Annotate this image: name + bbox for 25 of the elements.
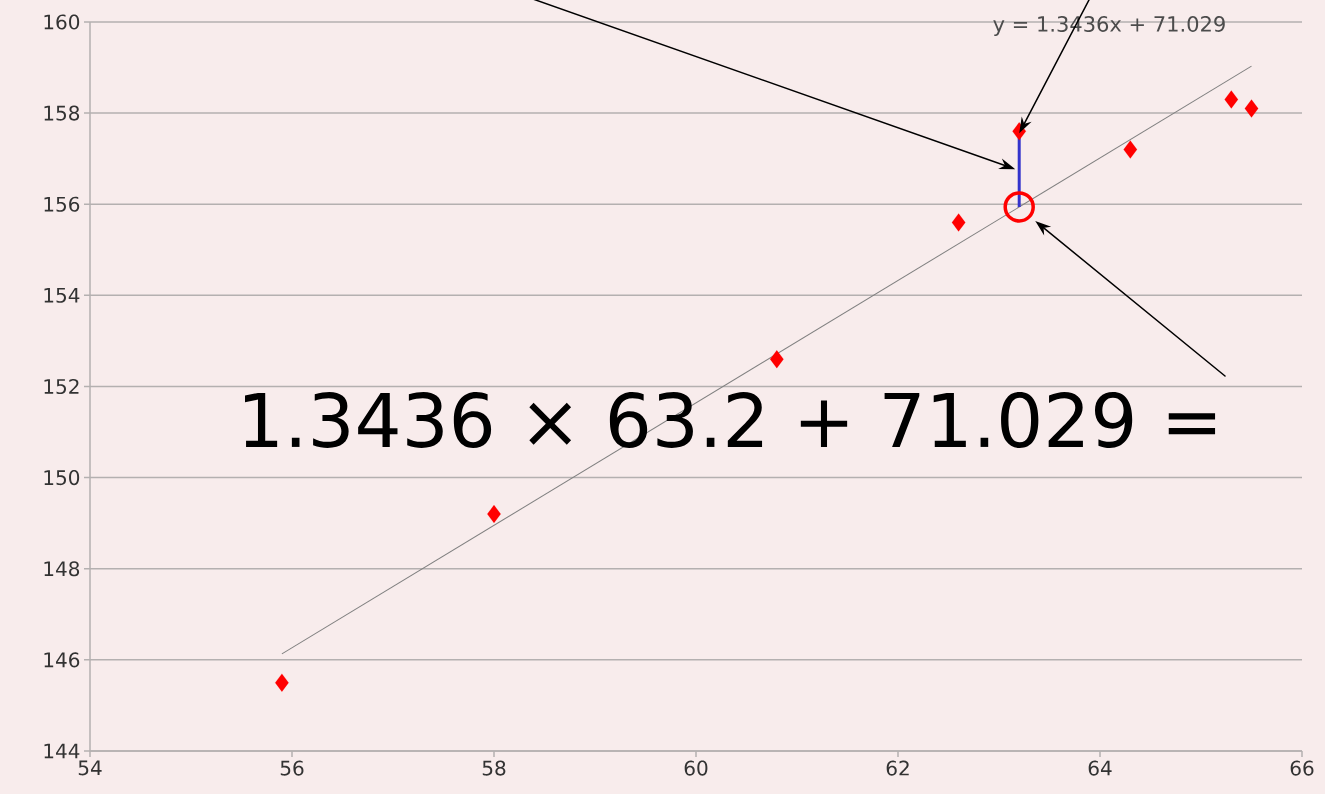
point <box>769 350 784 369</box>
y-tick-label: 152 <box>44 378 79 395</box>
point <box>1123 140 1138 159</box>
y-tick-label: 150 <box>44 470 80 486</box>
y-tick-label: 146 <box>44 652 80 668</box>
x-tick-label: 66 <box>1290 760 1314 776</box>
annotation: 1.3436 × 63.2 + 71.029 = <box>245 392 1216 448</box>
x-tick-label: 56 <box>280 760 304 776</box>
y-tick-label: 158 <box>44 105 80 121</box>
y-tick-label: 144 <box>44 743 80 759</box>
y-tick-label: 154 <box>44 287 80 303</box>
x-tick-label: 62 <box>886 760 909 776</box>
point <box>1224 90 1239 109</box>
x-tick-label: 58 <box>482 760 506 776</box>
point <box>1003 191 1035 223</box>
y-tick-label: 160 <box>44 14 80 30</box>
point <box>951 213 966 232</box>
x-tick-label: 54 <box>78 760 102 776</box>
y-tick-label: 148 <box>44 561 80 577</box>
y-tick-label: 156 <box>44 196 80 212</box>
point <box>275 673 289 692</box>
point <box>487 505 501 524</box>
x-tick-label: 64 <box>1088 760 1112 776</box>
point <box>1244 99 1259 118</box>
x-tick-label: 60 <box>684 760 708 776</box>
